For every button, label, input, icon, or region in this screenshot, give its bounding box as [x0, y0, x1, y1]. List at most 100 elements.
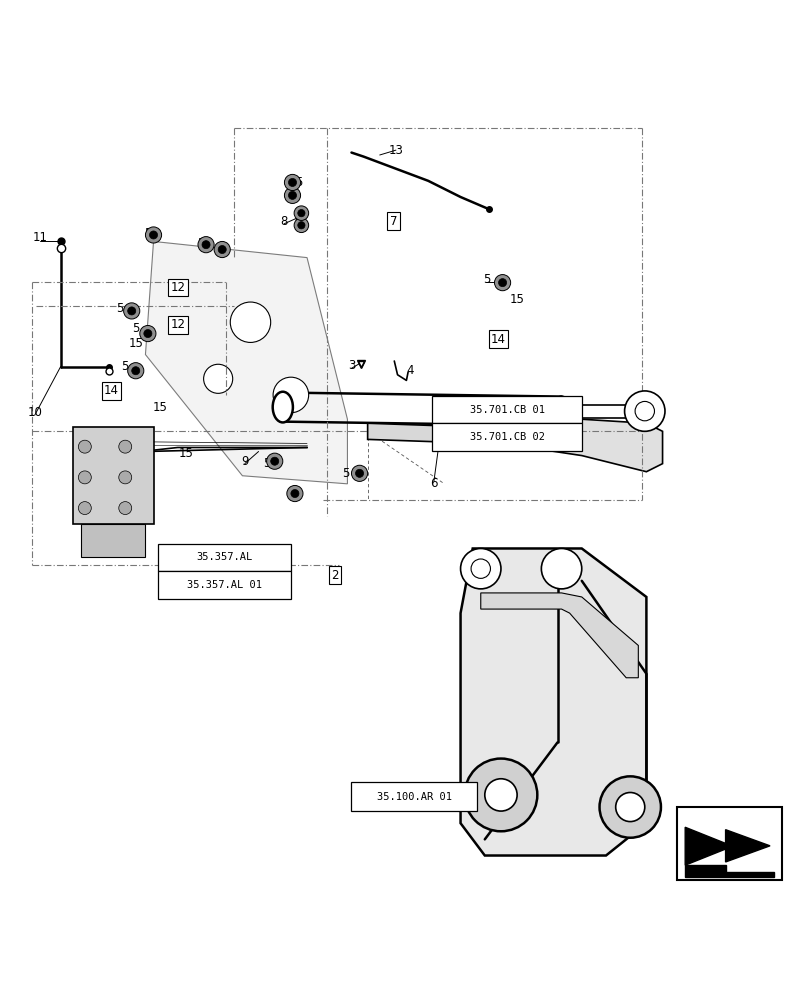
Polygon shape	[685, 827, 770, 865]
Circle shape	[294, 218, 309, 233]
Text: 5: 5	[263, 457, 271, 470]
Text: 5: 5	[291, 189, 299, 202]
Circle shape	[284, 174, 301, 191]
Circle shape	[600, 776, 661, 838]
Text: 5: 5	[295, 176, 303, 189]
Circle shape	[198, 237, 214, 253]
Polygon shape	[481, 593, 638, 678]
Circle shape	[119, 471, 132, 484]
Circle shape	[625, 391, 665, 431]
Bar	[73, 427, 154, 524]
Text: 1: 1	[447, 433, 455, 446]
Text: 35.357.AL: 35.357.AL	[196, 552, 252, 562]
Text: 15: 15	[128, 337, 143, 350]
Ellipse shape	[553, 397, 570, 426]
Circle shape	[140, 325, 156, 342]
Circle shape	[471, 559, 490, 578]
Ellipse shape	[549, 400, 558, 422]
Circle shape	[465, 759, 537, 831]
Text: 35.357.AL 01: 35.357.AL 01	[187, 580, 262, 590]
Circle shape	[297, 210, 305, 217]
Text: 12: 12	[170, 281, 185, 294]
Circle shape	[128, 363, 144, 379]
Circle shape	[288, 178, 297, 186]
Circle shape	[486, 421, 516, 450]
Text: 5: 5	[121, 360, 129, 373]
Circle shape	[616, 792, 645, 822]
Circle shape	[267, 453, 283, 469]
Text: 5: 5	[196, 237, 204, 250]
Circle shape	[271, 457, 279, 465]
Circle shape	[202, 241, 210, 249]
Circle shape	[78, 440, 91, 453]
Text: 11: 11	[33, 231, 48, 244]
Text: 5: 5	[116, 302, 124, 315]
Polygon shape	[368, 423, 501, 443]
Text: 5: 5	[144, 227, 152, 240]
Circle shape	[204, 364, 233, 393]
Circle shape	[287, 485, 303, 502]
Circle shape	[214, 241, 230, 258]
Text: 35.701.CB 01: 35.701.CB 01	[469, 405, 545, 415]
Bar	[432, 396, 582, 423]
Text: 7: 7	[389, 215, 398, 228]
Text: 5: 5	[287, 488, 295, 501]
Circle shape	[119, 440, 132, 453]
Ellipse shape	[272, 392, 292, 422]
Circle shape	[132, 367, 140, 375]
Circle shape	[288, 191, 297, 199]
Text: 14: 14	[104, 384, 119, 397]
Circle shape	[461, 548, 501, 589]
Text: 2: 2	[331, 569, 339, 582]
Bar	[81, 524, 145, 557]
Text: 15: 15	[153, 401, 167, 414]
Circle shape	[218, 245, 226, 254]
Text: 15: 15	[179, 447, 193, 460]
Bar	[158, 544, 291, 571]
Circle shape	[78, 471, 91, 484]
Text: 14: 14	[491, 333, 506, 346]
Text: 5: 5	[342, 467, 350, 480]
Circle shape	[119, 502, 132, 515]
Circle shape	[541, 548, 582, 589]
Circle shape	[499, 279, 507, 287]
Bar	[351, 782, 477, 811]
Bar	[158, 571, 291, 599]
Polygon shape	[685, 865, 774, 877]
Ellipse shape	[541, 417, 582, 437]
Text: 6: 6	[430, 477, 438, 490]
Text: 13: 13	[389, 144, 403, 157]
Circle shape	[294, 206, 309, 220]
Polygon shape	[145, 241, 347, 484]
Circle shape	[78, 502, 91, 515]
Text: 4: 4	[406, 364, 414, 377]
Circle shape	[124, 303, 140, 319]
Circle shape	[149, 231, 158, 239]
Circle shape	[485, 779, 517, 811]
Circle shape	[284, 187, 301, 203]
Text: 8: 8	[280, 215, 288, 228]
Bar	[677, 807, 782, 880]
Circle shape	[351, 465, 368, 481]
Bar	[432, 423, 582, 451]
Circle shape	[297, 222, 305, 229]
Circle shape	[635, 401, 654, 421]
Text: 10: 10	[27, 406, 42, 419]
Circle shape	[145, 227, 162, 243]
Text: 12: 12	[170, 318, 185, 331]
Text: 5: 5	[132, 322, 140, 335]
Circle shape	[273, 377, 309, 413]
Text: 35.100.AR 01: 35.100.AR 01	[377, 792, 452, 802]
Circle shape	[230, 302, 271, 342]
Text: 9: 9	[241, 455, 249, 468]
Text: 5: 5	[482, 273, 490, 286]
Text: 2: 2	[331, 569, 339, 582]
Circle shape	[356, 469, 364, 477]
Circle shape	[494, 275, 511, 291]
Text: 15: 15	[510, 293, 524, 306]
Circle shape	[291, 489, 299, 498]
Circle shape	[128, 307, 136, 315]
Polygon shape	[461, 403, 663, 472]
Polygon shape	[461, 548, 646, 856]
Circle shape	[144, 330, 152, 338]
